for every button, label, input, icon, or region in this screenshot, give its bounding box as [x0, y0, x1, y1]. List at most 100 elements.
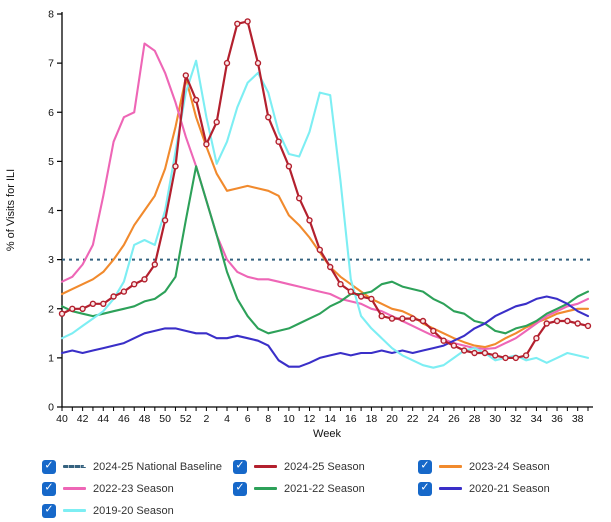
- x-tick-label: 40: [56, 413, 68, 425]
- data-point-marker: [192, 96, 200, 104]
- data-point-marker: [316, 246, 323, 254]
- legend-label-2019-20-season: 2019-20 Season: [93, 504, 174, 517]
- data-point-marker: [69, 305, 76, 312]
- data-point-marker: [172, 163, 179, 170]
- data-point-marker: [481, 349, 489, 357]
- legend-item-2020-21-season[interactable]: ✓ 2020-21 Season: [418, 481, 598, 496]
- checkmark-icon: ✓: [235, 481, 245, 494]
- data-point-marker: [543, 320, 550, 327]
- x-tick-label: 24: [427, 413, 439, 425]
- y-tick-label: 8: [48, 9, 54, 21]
- checkbox-2019-20-season[interactable]: ✓: [42, 503, 56, 518]
- series-line-2023-24-season: [60, 76, 590, 349]
- data-point-marker: [161, 217, 169, 224]
- legend-swatch-2024-25-season: [254, 465, 277, 468]
- checkbox-2024-25-national-baseline[interactable]: ✓: [42, 459, 56, 474]
- data-point-marker: [223, 59, 231, 67]
- data-point-marker: [234, 20, 241, 27]
- x-tick-label: 50: [159, 413, 171, 425]
- data-point-marker: [327, 263, 334, 271]
- series-line-2020-21-season: [60, 295, 590, 368]
- data-point-marker: [533, 335, 540, 342]
- data-point-marker: [357, 293, 365, 300]
- data-point-marker: [89, 300, 97, 307]
- legend-item-2024-25-national-baseline[interactable]: ✓ 2024-25 National Baseline: [42, 459, 233, 474]
- y-tick-label: 6: [48, 107, 54, 119]
- x-tick-label: 2: [203, 413, 209, 425]
- data-point-marker: [275, 138, 282, 145]
- series-line-2024-25-season: [60, 20, 590, 359]
- data-point-marker: [120, 288, 128, 295]
- legend-swatch-2019-20-season: [63, 509, 86, 512]
- checkbox-2022-23-season[interactable]: ✓: [42, 481, 56, 496]
- x-tick-label: 36: [551, 413, 563, 425]
- data-point-marker: [461, 347, 468, 354]
- checkmark-icon: ✓: [44, 503, 54, 516]
- data-point-marker: [265, 113, 272, 121]
- checkmark-icon: ✓: [44, 459, 54, 472]
- legend-label-2022-23-season: 2022-23 Season: [93, 482, 174, 495]
- chart-legend: ✓ 2024-25 National Baseline ✓ 2024-25 Seaso…: [42, 459, 598, 518]
- x-tick-label: 30: [489, 413, 501, 425]
- y-tick-label: 1: [48, 352, 54, 364]
- data-point-marker: [347, 288, 354, 295]
- x-tick-label: 28: [469, 413, 481, 425]
- x-tick-label: 22: [407, 413, 419, 425]
- legend-label-2021-22-season: 2021-22 Season: [284, 482, 365, 495]
- data-point-marker: [440, 337, 447, 344]
- data-point-marker: [419, 317, 427, 325]
- x-tick-label: 46: [118, 413, 130, 425]
- data-point-marker: [512, 354, 519, 362]
- data-point-marker: [399, 315, 406, 322]
- checkbox-2020-21-season[interactable]: ✓: [418, 481, 432, 496]
- legend-item-2023-24-season[interactable]: ✓ 2023-24 Season: [418, 459, 598, 474]
- series-line-2022-23-season: [60, 42, 590, 351]
- data-point-marker: [285, 163, 293, 170]
- data-point-marker: [471, 349, 478, 357]
- x-axis-title: Week: [313, 428, 341, 440]
- data-point-marker: [388, 315, 396, 322]
- data-point-marker: [522, 352, 530, 359]
- checkmark-icon: ✓: [420, 459, 430, 472]
- data-point-marker: [492, 352, 499, 359]
- x-tick-label: 10: [283, 413, 295, 425]
- legend-item-2022-23-season[interactable]: ✓ 2022-23 Season: [42, 481, 233, 496]
- x-tick-label: 6: [245, 413, 251, 425]
- y-tick-label: 3: [48, 254, 54, 266]
- legend-label-2020-21-season: 2020-21 Season: [469, 482, 550, 495]
- legend-item-2024-25-season[interactable]: ✓ 2024-25 Season: [233, 459, 418, 474]
- data-point-marker: [337, 281, 344, 288]
- data-point-marker: [553, 317, 561, 325]
- x-tick-label: 38: [572, 413, 584, 425]
- legend-swatch-2024-25-national-baseline: [63, 465, 86, 468]
- data-point-marker: [378, 312, 385, 320]
- checkbox-2021-22-season[interactable]: ✓: [233, 481, 247, 496]
- data-point-marker: [213, 118, 220, 126]
- y-tick-label: 5: [48, 156, 54, 168]
- data-point-marker: [450, 342, 458, 349]
- checkbox-2023-24-season[interactable]: ✓: [418, 459, 432, 474]
- x-tick-label: 18: [366, 413, 378, 425]
- x-tick-label: 20: [386, 413, 398, 425]
- legend-swatch-2021-22-season: [254, 487, 277, 490]
- legend-item-2021-22-season[interactable]: ✓ 2021-22 Season: [233, 481, 418, 496]
- y-tick-label: 7: [48, 58, 54, 70]
- checkmark-icon: ✓: [44, 481, 54, 494]
- data-point-marker: [368, 295, 375, 303]
- series-line-2021-22-season: [60, 165, 590, 335]
- y-tick-label: 2: [48, 303, 54, 315]
- data-point-marker: [306, 217, 313, 224]
- data-point-marker: [564, 317, 571, 325]
- y-tick-label: 0: [48, 402, 54, 414]
- data-point-marker: [130, 281, 138, 288]
- y-tick-label: 4: [48, 205, 54, 217]
- x-tick-label: 52: [180, 413, 192, 425]
- legend-item-2019-20-season[interactable]: ✓ 2019-20 Season: [42, 503, 233, 518]
- y-axis-title: % of Visits for ILI: [5, 169, 17, 251]
- legend-label-2024-25-national-baseline: 2024-25 National Baseline: [93, 460, 223, 473]
- data-point-marker: [100, 300, 107, 307]
- legend-label-2024-25-season: 2024-25 Season: [284, 460, 365, 473]
- data-point-marker: [141, 276, 148, 283]
- checkbox-2024-25-season[interactable]: ✓: [233, 459, 247, 474]
- legend-swatch-2020-21-season: [439, 487, 462, 490]
